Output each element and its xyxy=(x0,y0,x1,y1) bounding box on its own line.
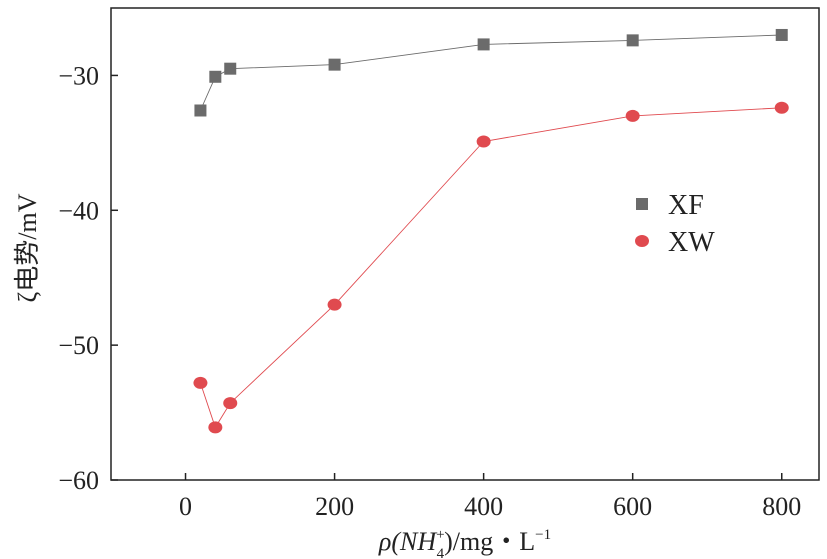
series-xw xyxy=(193,101,789,434)
x-axis-title: ρ(NH+ 4)/mg・L−1 xyxy=(378,527,551,559)
series-xf xyxy=(194,28,788,117)
legend-label-xw: XW xyxy=(668,227,715,258)
x-axis-title-tail-sup: −1 xyxy=(535,527,551,543)
x-axis-title-sub: 4 xyxy=(437,546,445,559)
data-point-xw xyxy=(208,421,223,434)
legend-label-xf: XF xyxy=(668,190,704,221)
data-point-xw xyxy=(193,376,208,389)
data-point-xw xyxy=(223,397,238,410)
data-point-xw xyxy=(774,101,789,114)
data-point-xf xyxy=(328,58,341,71)
y-axis: −60 −50 −40 −30 xyxy=(58,61,118,495)
data-point-xf xyxy=(224,62,237,75)
legend-marker-xf xyxy=(636,198,648,210)
legend-item-xf: XF xyxy=(636,190,704,221)
y-axis-title: ζ电势/mV xyxy=(13,193,42,302)
legend-marker-xw xyxy=(635,235,649,247)
x-tick-label: 200 xyxy=(315,492,354,521)
x-tick-label: 400 xyxy=(464,492,503,521)
x-tick-label: 600 xyxy=(613,492,652,521)
series-line-xw xyxy=(199,107,782,429)
x-tick-label: 800 xyxy=(762,492,801,521)
data-point-xw xyxy=(476,135,491,148)
x-axis: 0 200 400 600 800 xyxy=(179,473,801,521)
x-axis-title-sup: + xyxy=(436,527,444,543)
legend: XF XW xyxy=(635,190,715,258)
data-point-xf xyxy=(626,34,639,47)
series-line-xf xyxy=(199,34,782,111)
legend-item-xw: XW xyxy=(635,227,715,258)
data-point-xf xyxy=(775,28,788,41)
x-axis-title-tail: )/mg・L xyxy=(444,527,535,556)
y-tick-label: −40 xyxy=(58,196,99,225)
plot-frame xyxy=(110,7,820,481)
x-axis-title-base: ρ(NH xyxy=(378,527,437,556)
x-tick-label: 0 xyxy=(179,492,192,521)
data-point-xw xyxy=(327,298,342,311)
y-tick-label: −30 xyxy=(58,61,99,90)
data-point-xf xyxy=(209,70,222,83)
data-point-xf xyxy=(477,38,490,51)
data-point-xf xyxy=(194,104,207,117)
series-layer xyxy=(193,28,789,434)
y-tick-label: −60 xyxy=(58,466,99,495)
y-tick-label: −50 xyxy=(58,331,99,360)
data-point-xw xyxy=(625,109,640,122)
